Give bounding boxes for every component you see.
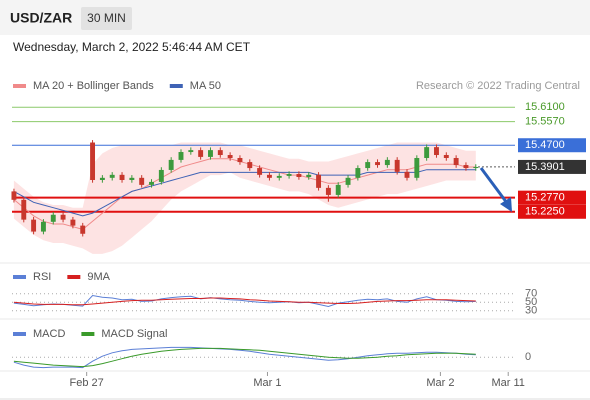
symbol: USD/ZAR — [10, 10, 72, 26]
candle-body — [286, 174, 292, 176]
candle-body — [247, 162, 253, 169]
candle-body — [424, 147, 430, 158]
candle-body — [394, 159, 400, 172]
level-label: 15.6100 — [525, 101, 565, 113]
candle-body — [168, 159, 174, 170]
legend-swatch — [169, 84, 183, 88]
legend-swatch — [13, 332, 26, 336]
candle-body — [217, 150, 223, 156]
candle-body — [227, 155, 233, 158]
y-tick-label: 70 — [525, 288, 537, 300]
forecast-arrowhead — [500, 197, 512, 212]
x-tick-label: Mar 1 — [253, 377, 281, 389]
y-tick-label: 0 — [525, 351, 531, 363]
level-label: 15.2250 — [525, 206, 565, 218]
legend-label: 9MA — [87, 271, 110, 283]
candle-body — [119, 174, 125, 180]
interval-badge[interactable] — [81, 7, 132, 30]
candle-body — [70, 219, 76, 226]
candle-body — [50, 214, 56, 222]
candle-body — [139, 177, 145, 185]
level-label: 15.2770 — [525, 192, 565, 204]
level-label: 15.5570 — [525, 116, 565, 128]
candle-body — [237, 157, 243, 163]
candle-body — [384, 159, 390, 166]
bollinger-band — [13, 142, 476, 254]
legend-label: MA 20 + Bollinger Bands — [33, 80, 154, 92]
indicator-line — [13, 347, 476, 368]
candle-body — [355, 168, 361, 178]
candle-body — [178, 152, 184, 160]
legend-label: RSI — [33, 271, 51, 283]
candle-body — [463, 165, 469, 169]
candle-body — [60, 214, 66, 220]
candle-body — [365, 162, 371, 169]
interval[interactable]: 30 MIN — [87, 11, 126, 25]
candle-body — [149, 181, 154, 185]
candle-body — [276, 175, 282, 178]
legend-label: MACD — [33, 328, 65, 340]
candle-body — [453, 157, 459, 166]
candle-body — [90, 142, 96, 180]
indicator-line — [13, 294, 476, 308]
level-label: 15.4700 — [525, 139, 565, 151]
candle-body — [99, 177, 105, 180]
candle-body — [40, 221, 46, 232]
x-tick-label: Mar 11 — [491, 377, 524, 389]
candle-body — [109, 174, 115, 178]
candle-body — [208, 150, 213, 157]
candle-body — [11, 191, 17, 200]
level-box — [518, 204, 586, 219]
candle-body — [257, 168, 263, 175]
candle-body — [375, 162, 380, 166]
legend-label: MA 50 — [190, 80, 221, 92]
candle-body — [31, 219, 37, 232]
candle-body — [443, 155, 449, 158]
legend-label: MACD Signal — [101, 328, 167, 340]
candle-body — [80, 225, 86, 234]
candle-body — [345, 177, 351, 185]
level-box — [518, 159, 586, 174]
candle-body — [316, 174, 322, 188]
x-tick-label: Feb 27 — [70, 377, 104, 389]
candle-body — [158, 169, 164, 182]
level-label: 15.3901 — [525, 161, 565, 173]
forecast-arrow — [479, 167, 509, 204]
level-box — [518, 138, 586, 153]
candle-body — [434, 147, 439, 156]
candle-body — [129, 177, 135, 180]
indicator-line — [13, 346, 476, 369]
candle-body — [404, 171, 410, 178]
level-box — [518, 190, 586, 205]
candle-body — [335, 184, 341, 195]
y-tick-label: 30 — [525, 305, 537, 317]
candle-body — [296, 174, 302, 178]
indicator-line — [13, 297, 476, 306]
candle-body — [266, 174, 272, 178]
legend-swatch — [13, 84, 26, 88]
candle-body — [198, 150, 204, 157]
legend-swatch — [67, 275, 81, 279]
candle-body — [306, 174, 312, 178]
y-tick-label: 50 — [525, 296, 537, 308]
ma-line — [13, 169, 476, 217]
x-tick-label: Mar 2 — [426, 377, 454, 389]
candle-body — [21, 199, 27, 220]
candle-body — [188, 150, 194, 153]
legend-swatch — [13, 275, 26, 279]
legend-swatch — [81, 332, 95, 336]
candle-body — [473, 166, 479, 169]
timestamp: Wednesday, March 2, 2022 5:46:44 AM CET — [13, 40, 251, 54]
candle-body — [325, 187, 331, 195]
candle-body — [414, 157, 420, 178]
credit: Research © 2022 Trading Central — [416, 80, 580, 92]
